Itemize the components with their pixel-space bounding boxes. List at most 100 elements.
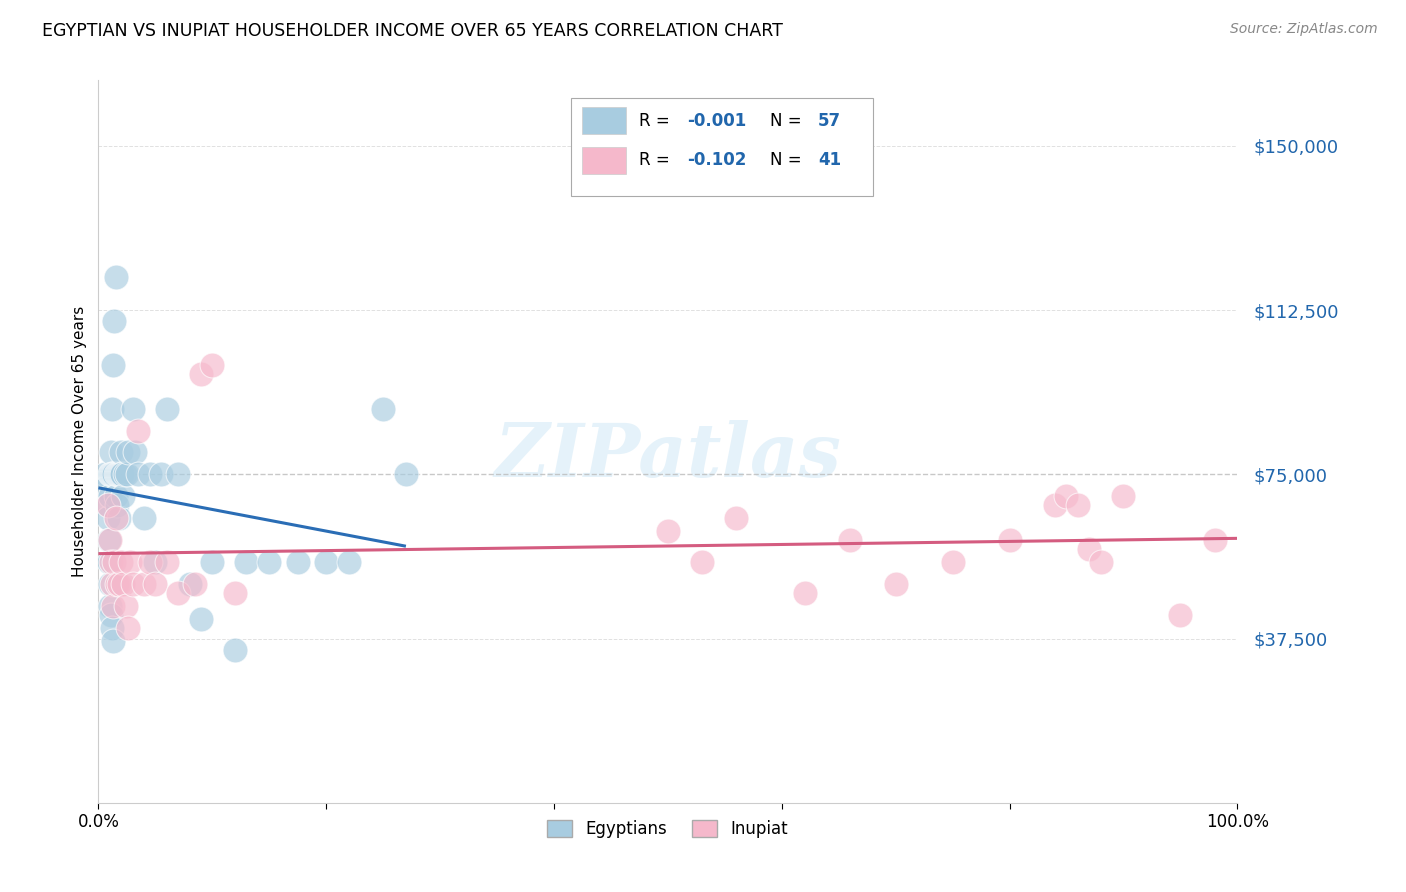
Point xyxy=(98,599,121,613)
Point xyxy=(145,577,167,591)
Point xyxy=(100,555,122,569)
Point xyxy=(96,511,118,525)
Point xyxy=(942,555,965,569)
Point xyxy=(287,555,309,569)
Point xyxy=(224,585,246,599)
Point xyxy=(690,555,713,569)
Point xyxy=(315,555,337,569)
Point xyxy=(793,585,815,599)
Point xyxy=(117,445,139,459)
Point xyxy=(167,467,190,482)
Point xyxy=(114,467,136,482)
Point xyxy=(839,533,862,547)
Point xyxy=(114,599,136,613)
Bar xyxy=(571,98,873,196)
Point xyxy=(103,555,125,569)
Point xyxy=(127,424,149,438)
Point xyxy=(167,585,190,599)
Point xyxy=(1090,555,1112,569)
Text: R =: R = xyxy=(640,112,675,129)
Point xyxy=(179,577,201,591)
Text: -0.102: -0.102 xyxy=(688,152,747,169)
Point xyxy=(1067,498,1090,512)
Point xyxy=(103,633,125,648)
Point xyxy=(96,498,118,512)
Point xyxy=(138,467,160,482)
Point xyxy=(103,358,125,372)
Point xyxy=(105,467,128,482)
Legend: Egyptians, Inupiat: Egyptians, Inupiat xyxy=(541,814,794,845)
Point xyxy=(94,467,117,482)
Point xyxy=(1054,489,1078,503)
Text: Source: ZipAtlas.com: Source: ZipAtlas.com xyxy=(1230,22,1378,37)
Text: -0.001: -0.001 xyxy=(688,112,747,129)
Point xyxy=(97,533,120,547)
Text: EGYPTIAN VS INUPIAT HOUSEHOLDER INCOME OVER 65 YEARS CORRELATION CHART: EGYPTIAN VS INUPIAT HOUSEHOLDER INCOME O… xyxy=(42,22,783,40)
Point xyxy=(101,401,124,416)
Point xyxy=(108,467,131,482)
Point xyxy=(259,555,281,569)
Point xyxy=(998,533,1021,547)
Point xyxy=(156,401,179,416)
Point xyxy=(201,555,224,569)
Point xyxy=(371,401,394,416)
Point xyxy=(121,577,143,591)
Point xyxy=(97,555,120,569)
Point xyxy=(104,489,127,503)
Point xyxy=(184,577,207,591)
Point xyxy=(201,358,224,372)
Point xyxy=(150,467,173,482)
Point xyxy=(98,533,121,547)
Point xyxy=(1204,533,1226,547)
Point xyxy=(127,467,149,482)
Point xyxy=(121,401,143,416)
Y-axis label: Householder Income Over 65 years: Householder Income Over 65 years xyxy=(72,306,87,577)
Point xyxy=(111,467,134,482)
Point xyxy=(156,555,179,569)
Point xyxy=(108,511,131,525)
Text: N =: N = xyxy=(770,112,807,129)
Point xyxy=(98,577,121,591)
Point xyxy=(98,489,121,503)
Text: 57: 57 xyxy=(818,112,841,129)
Point xyxy=(725,511,748,525)
Point xyxy=(96,481,118,495)
Point xyxy=(145,555,167,569)
Point xyxy=(105,498,128,512)
Point xyxy=(657,524,679,539)
Bar xyxy=(582,107,626,135)
Point xyxy=(110,467,132,482)
Point xyxy=(190,367,212,381)
Point xyxy=(103,314,125,328)
Point xyxy=(107,467,129,482)
Point xyxy=(98,467,121,482)
Point xyxy=(100,607,122,622)
Point xyxy=(115,467,138,482)
Point xyxy=(103,467,125,482)
Text: N =: N = xyxy=(770,152,807,169)
Point xyxy=(235,555,257,569)
Point xyxy=(224,642,246,657)
Point xyxy=(884,577,907,591)
Point xyxy=(108,467,131,482)
Text: ZIPatlas: ZIPatlas xyxy=(495,420,841,492)
Point xyxy=(112,577,135,591)
Point xyxy=(337,555,360,569)
Point xyxy=(108,577,131,591)
Point xyxy=(132,577,155,591)
Point xyxy=(104,511,127,525)
Point xyxy=(1170,607,1192,622)
Point xyxy=(1043,498,1066,512)
Point xyxy=(96,498,118,512)
Point xyxy=(110,555,132,569)
Point xyxy=(124,445,146,459)
Point xyxy=(110,445,132,459)
Point xyxy=(117,621,139,635)
Point xyxy=(103,599,125,613)
Text: R =: R = xyxy=(640,152,675,169)
Point xyxy=(395,467,418,482)
Point xyxy=(103,467,125,482)
Point xyxy=(101,467,124,482)
Point xyxy=(138,555,160,569)
Point xyxy=(100,467,122,482)
